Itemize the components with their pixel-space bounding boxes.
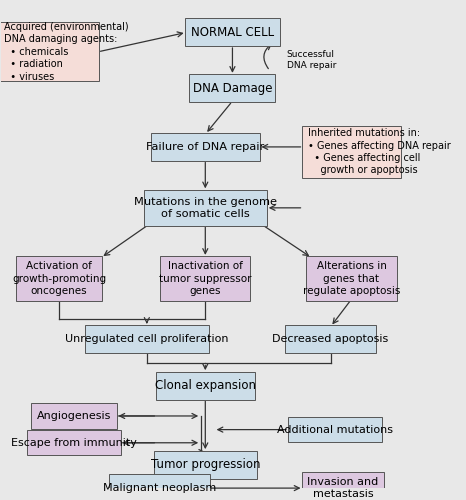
FancyBboxPatch shape: [185, 18, 280, 46]
FancyBboxPatch shape: [151, 133, 260, 161]
FancyBboxPatch shape: [288, 417, 382, 442]
FancyBboxPatch shape: [154, 450, 257, 478]
Text: Failure of DNA repair: Failure of DNA repair: [146, 142, 264, 152]
FancyBboxPatch shape: [306, 256, 397, 300]
Text: Successful
DNA repair: Successful DNA repair: [287, 50, 336, 70]
Text: Activation of
growth-promoting
oncogenes: Activation of growth-promoting oncogenes: [12, 261, 106, 296]
Text: Malignant neoplasm: Malignant neoplasm: [103, 483, 216, 493]
Text: Clonal expansion: Clonal expansion: [155, 379, 256, 392]
FancyBboxPatch shape: [85, 326, 209, 353]
Text: Mutations in the genome
of somatic cells: Mutations in the genome of somatic cells: [134, 196, 277, 219]
Text: Additional mutations: Additional mutations: [277, 424, 393, 434]
FancyBboxPatch shape: [31, 404, 117, 428]
Text: Unregulated cell proliferation: Unregulated cell proliferation: [65, 334, 229, 344]
FancyBboxPatch shape: [160, 256, 250, 300]
FancyBboxPatch shape: [302, 472, 384, 500]
FancyBboxPatch shape: [190, 74, 275, 102]
Text: Acquired (environmental)
DNA damaging agents:
  • chemicals
  • radiation
  • vi: Acquired (environmental) DNA damaging ag…: [4, 22, 129, 82]
FancyBboxPatch shape: [302, 126, 401, 178]
FancyBboxPatch shape: [16, 256, 102, 300]
FancyBboxPatch shape: [109, 474, 210, 500]
Text: Inactivation of
tumor suppressor
genes: Inactivation of tumor suppressor genes: [159, 261, 252, 296]
Text: Escape from immunity: Escape from immunity: [11, 438, 137, 448]
FancyBboxPatch shape: [144, 190, 267, 226]
FancyBboxPatch shape: [156, 372, 254, 400]
Text: Inherited mutations in:
• Genes affecting DNA repair
  • Genes affecting cell
  : Inherited mutations in: • Genes affectin…: [308, 128, 450, 176]
Text: Invasion and
metastasis: Invasion and metastasis: [308, 477, 379, 500]
FancyBboxPatch shape: [286, 326, 376, 353]
Text: Alterations in
genes that
regulate apoptosis: Alterations in genes that regulate apopt…: [303, 261, 400, 296]
Text: NORMAL CELL: NORMAL CELL: [191, 26, 274, 39]
FancyBboxPatch shape: [27, 430, 121, 456]
FancyBboxPatch shape: [0, 22, 99, 82]
Text: DNA Damage: DNA Damage: [193, 82, 272, 95]
Text: Angiogenesis: Angiogenesis: [36, 411, 111, 421]
Text: Tumor progression: Tumor progression: [151, 458, 260, 471]
Text: Decreased apoptosis: Decreased apoptosis: [273, 334, 389, 344]
